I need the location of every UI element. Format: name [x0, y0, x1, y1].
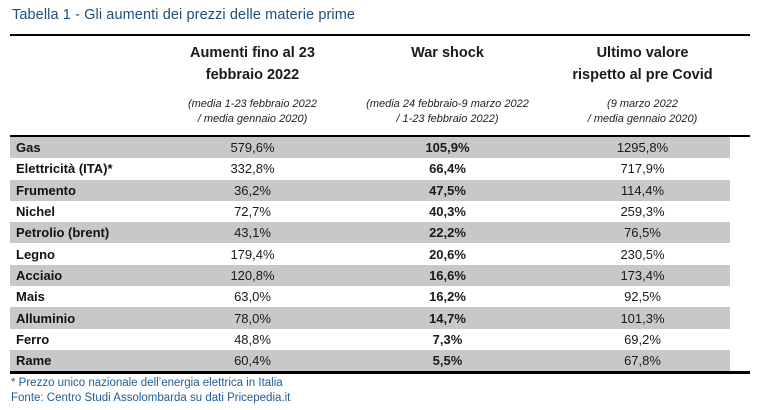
column-header-war-shock: War shock (media 24 febbraio-9 marzo 202…	[340, 37, 555, 135]
row-value: 66,4%	[429, 161, 466, 177]
row-value: 47,5%	[429, 182, 466, 198]
row-value: 36,2%	[234, 182, 271, 198]
footnote-source: Fonte: Centro Studi Assolombarda su dati…	[11, 392, 291, 404]
row-label: Legno	[16, 246, 55, 262]
row-value: 16,2%	[429, 289, 466, 305]
column-header-war-shock-subtitle: (media 24 febbraio-9 marzo 2022 / 1-23 f…	[366, 98, 529, 125]
row-value: 69,2%	[624, 331, 661, 347]
row-value: 101,3%	[620, 310, 665, 326]
row-label: Elettricità (ITA)*	[16, 161, 113, 177]
column-header-aumenti-subtitle: (media 1-23 febbraio 2022 / media gennai…	[187, 98, 318, 125]
column-header-ultimo-valore-label: Ultimo valore rispetto al pre Covid	[572, 45, 713, 83]
header-spacer-cell	[10, 37, 165, 135]
row-value: 14,7%	[429, 310, 466, 326]
row-value: 92,5%	[624, 289, 661, 305]
table-row: Ferro 48,8% 7,3% 69,2%	[10, 329, 730, 350]
row-value: 7,3%	[432, 331, 463, 347]
row-value: 40,3%	[429, 204, 466, 220]
column-header-aumenti-label: Aumenti fino al 23 febbraio 2022	[190, 45, 315, 83]
table-row: Frumento 36,2% 47,5% 114,4%	[10, 179, 730, 201]
row-label: Nichel	[16, 204, 56, 220]
row-label: Frumento	[16, 182, 76, 198]
row-value: 717,9%	[620, 161, 665, 177]
row-label: Alluminio	[16, 310, 76, 326]
column-header-war-shock-label: War shock	[411, 45, 484, 61]
row-value: 67,8%	[624, 353, 661, 369]
column-header-ultimo-valore: Ultimo valore rispetto al pre Covid (9 m…	[555, 37, 730, 135]
top-divider	[10, 34, 750, 36]
header-divider	[10, 135, 750, 137]
table-row: Elettricità (ITA)* 332,8% 66,4% 717,9%	[10, 158, 730, 179]
row-value: 72,7%	[234, 204, 271, 220]
row-value: 179,4%	[230, 246, 275, 262]
row-value: 114,4%	[620, 182, 665, 198]
row-value: 16,6%	[429, 267, 466, 283]
table-row: Acciaio 120,8% 16,6% 173,4%	[10, 264, 730, 287]
table-row: Nichel 72,7% 40,3% 259,3%	[10, 201, 730, 222]
column-header-aumenti: Aumenti fino al 23 febbraio 2022 (media …	[165, 37, 340, 135]
table-body: Gas 579,6% 105,9% 1295,8% Elettricità (ITA)*…	[10, 137, 730, 372]
row-label: Petrolio (brent)	[16, 225, 110, 241]
row-label: Ferro	[16, 331, 50, 347]
table-row: Alluminio 78,0% 14,7% 101,3%	[10, 307, 730, 329]
row-value: 63,0%	[234, 289, 271, 305]
row-label: Rame	[16, 353, 52, 369]
row-value: 579,6%	[230, 140, 275, 156]
row-label: Acciaio	[16, 267, 63, 283]
table-header: Aumenti fino al 23 febbraio 2022 (media …	[10, 37, 730, 135]
footnotes: * Prezzo unico nazionale dell’energia el…	[11, 376, 290, 406]
row-label: Mais	[16, 289, 45, 305]
table-row: Legno 179,4% 20,6% 230,5%	[10, 243, 730, 264]
row-value: 78,0%	[234, 310, 271, 326]
row-value: 5,5%	[432, 353, 463, 369]
table-row: Gas 579,6% 105,9% 1295,8%	[10, 137, 730, 159]
row-value: 173,4%	[620, 267, 665, 283]
row-label: Gas	[16, 140, 41, 156]
bottom-divider	[10, 371, 750, 374]
footnote-asterisk: * Prezzo unico nazionale dell’energia el…	[11, 377, 283, 389]
row-value: 105,9%	[425, 140, 470, 156]
column-header-ultimo-valore-subtitle: (9 marzo 2022 / media gennaio 2020)	[587, 98, 698, 125]
table-row: Rame 60,4% 5,5% 67,8%	[10, 349, 730, 372]
row-value: 230,5%	[620, 246, 665, 262]
table-row: Petrolio (brent) 43,1% 22,2% 76,5%	[10, 222, 730, 244]
row-value: 43,1%	[234, 225, 271, 241]
row-value: 60,4%	[234, 353, 271, 369]
row-value: 120,8%	[230, 267, 275, 283]
table-row: Mais 63,0% 16,2% 92,5%	[10, 286, 730, 307]
row-value: 22,2%	[429, 225, 466, 241]
figure-title: Tabella 1 - Gli aumenti dei prezzi delle…	[12, 7, 356, 23]
row-value: 259,3%	[620, 204, 665, 220]
row-value: 1295,8%	[616, 140, 669, 156]
row-value: 76,5%	[624, 225, 661, 241]
row-value: 48,8%	[234, 331, 271, 347]
row-value: 332,8%	[230, 161, 275, 177]
row-value: 20,6%	[429, 246, 466, 262]
